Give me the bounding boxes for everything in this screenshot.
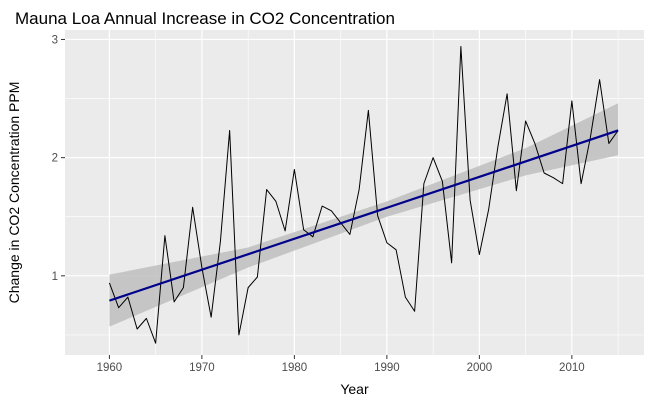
x-tick-label: 1970 bbox=[189, 362, 215, 374]
x-tick-label: 2010 bbox=[559, 362, 585, 374]
x-tick-label: 1980 bbox=[282, 362, 308, 374]
y-tick-label: 3 bbox=[52, 34, 58, 46]
x-tick-label: 1960 bbox=[97, 362, 123, 374]
y-tick-label: 1 bbox=[52, 271, 58, 283]
x-tick-label: 1990 bbox=[374, 362, 400, 374]
x-axis: 1960 1970 1980 1990 2000 2010 bbox=[97, 355, 585, 374]
trend-line bbox=[109, 129, 619, 302]
x-axis-title: Year bbox=[340, 381, 369, 397]
observed-line bbox=[108, 46, 619, 344]
chart-title: Mauna Loa Annual Increase in CO2 Concent… bbox=[15, 9, 395, 28]
minor-gridlines bbox=[65, 30, 644, 355]
y-tick-label: 2 bbox=[52, 153, 58, 165]
series-layer bbox=[108, 46, 619, 344]
y-axis-title: Change in CO2 Concentration PPM bbox=[6, 82, 22, 304]
y-axis: 1 2 3 bbox=[52, 34, 65, 283]
x-tick-label: 2000 bbox=[467, 362, 493, 374]
